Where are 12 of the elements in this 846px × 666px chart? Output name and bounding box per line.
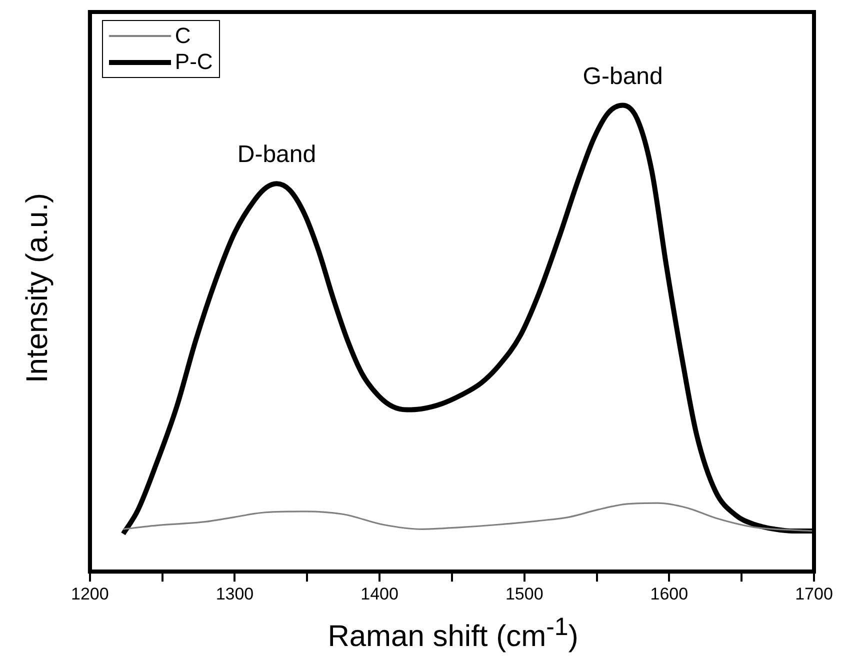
x-tick-label: 1300	[216, 584, 254, 604]
legend-label: P-C	[174, 49, 213, 75]
x-tick-label: 1500	[505, 584, 544, 604]
y-axis-title: Intensity (a.u.)	[21, 192, 55, 384]
x-tick-label: 1200	[70, 584, 109, 604]
annotation: G-band	[582, 62, 663, 90]
legend-label: C	[174, 23, 191, 49]
x-tick-label: 1600	[650, 584, 688, 604]
x-tick-label: 1400	[360, 584, 398, 604]
x-tick-label: 1700	[795, 584, 833, 604]
x-axis-title: Raman shift (cm$^{-1}$)	[326, 613, 580, 654]
annotation: D-band	[237, 141, 316, 168]
